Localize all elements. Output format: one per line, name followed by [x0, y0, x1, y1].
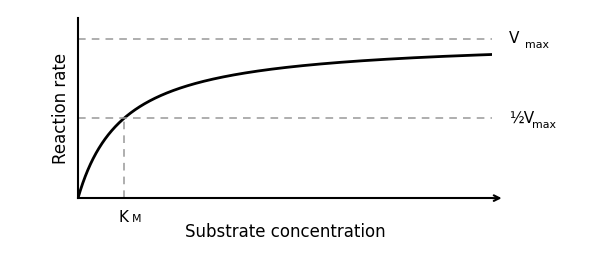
Text: V: V [509, 31, 519, 46]
Y-axis label: Reaction rate: Reaction rate [52, 52, 70, 164]
Text: max: max [524, 40, 548, 50]
Text: ½V: ½V [509, 111, 533, 126]
X-axis label: Substrate concentration: Substrate concentration [185, 223, 385, 241]
Text: max: max [532, 120, 556, 130]
Text: K: K [119, 210, 129, 225]
Text: M: M [132, 214, 142, 224]
